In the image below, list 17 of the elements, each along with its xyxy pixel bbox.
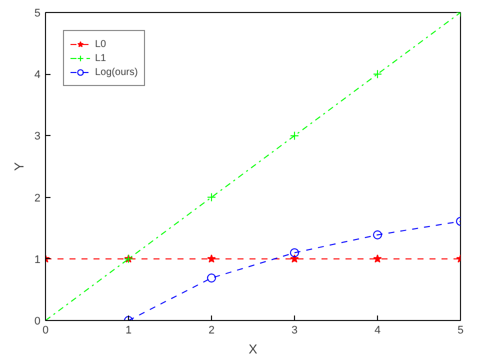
y-tick-label: 0 (34, 316, 41, 328)
x-tick-label: 0 (42, 324, 49, 336)
y-tick-label: 2 (34, 192, 41, 204)
x-tick-label: 1 (125, 324, 132, 336)
legend-label: Log(ours) (95, 66, 138, 79)
y-axis-title: Y (11, 162, 26, 171)
x-tick-label: 4 (374, 324, 381, 336)
x-tick-label: 3 (291, 324, 298, 336)
legend-label: L1 (95, 52, 108, 65)
x-axis-title: X (248, 342, 258, 356)
y-tick-label: 3 (34, 130, 41, 143)
x-tick-label: 2 (208, 324, 215, 336)
y-tick-label: 1 (34, 254, 41, 266)
x-tick-label: 5 (457, 324, 464, 336)
y-tick-label: 4 (34, 69, 41, 82)
y-tick-label: 5 (34, 8, 41, 20)
legend-label: L0 (95, 38, 108, 51)
